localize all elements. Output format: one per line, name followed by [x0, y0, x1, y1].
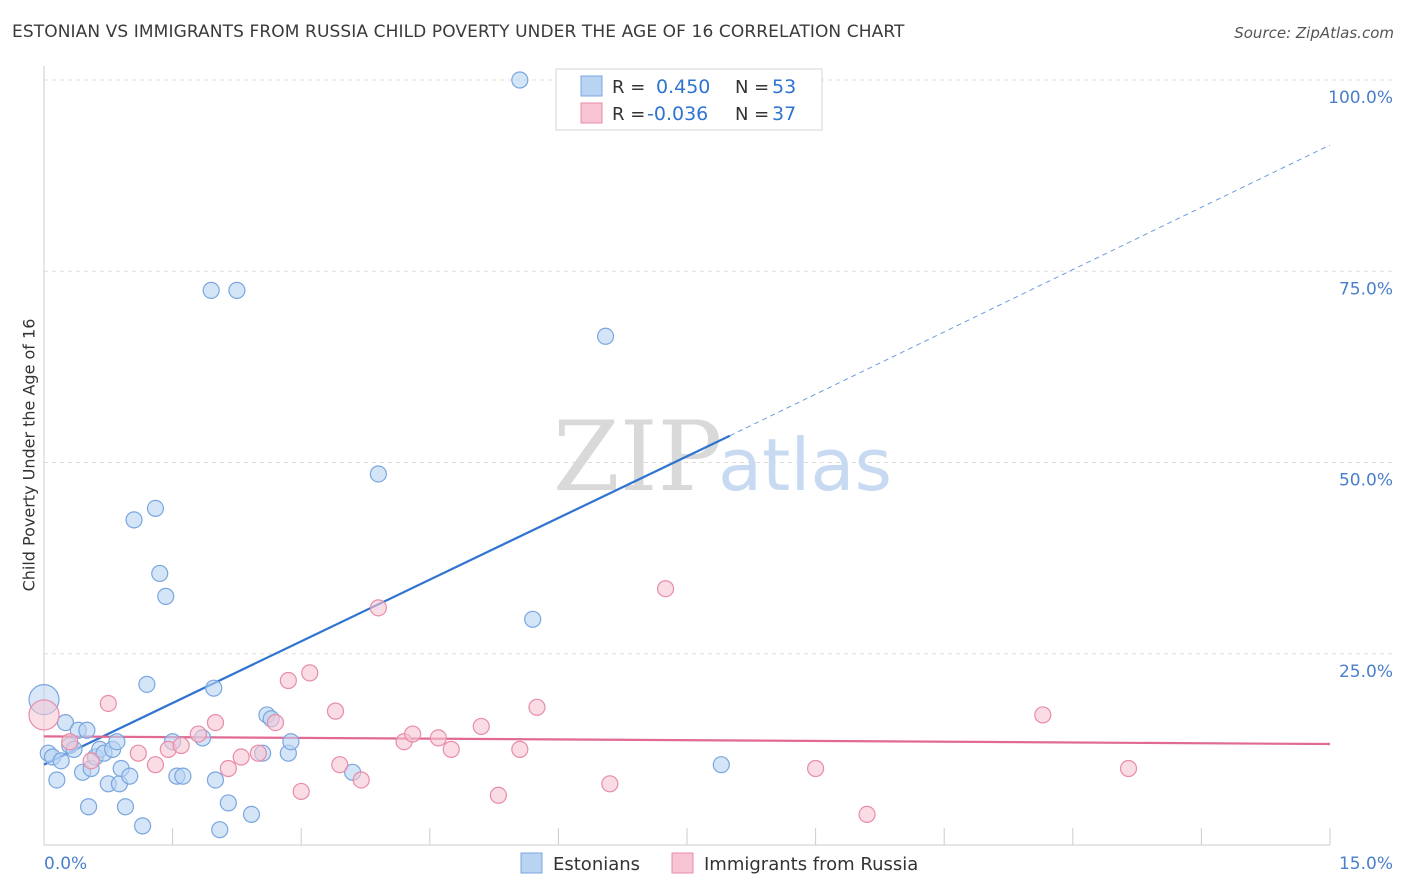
point-blue-49 — [596, 327, 615, 345]
point-pink-24 — [442, 740, 460, 758]
point-blue-33 — [202, 281, 220, 299]
point-blue-39 — [242, 805, 261, 824]
point-pink-17 — [326, 702, 345, 720]
point-pink-0 — [28, 699, 60, 731]
bottom-legend: Estonians Immigrants from Russia — [520, 852, 918, 875]
stats-n-label-1: N = — [735, 104, 769, 125]
point-pink-7 — [172, 736, 190, 755]
point-pink-11 — [232, 748, 250, 766]
point-blue-44 — [282, 733, 300, 751]
stats-r-label-0: R = — [612, 77, 645, 98]
point-pink-16 — [301, 664, 319, 682]
point-blue-4 — [52, 752, 70, 770]
trend-pink — [43, 735, 1331, 746]
point-blue-10 — [78, 721, 96, 739]
point-pink-1 — [61, 733, 79, 751]
legend-label-immigrants: Immigrants from Russia — [704, 854, 918, 875]
point-pink-34 — [1119, 759, 1138, 778]
stats-r-value-1: -0.036 — [647, 103, 708, 125]
point-blue-34 — [205, 679, 223, 697]
stats-swatch-estonians — [580, 75, 603, 97]
point-pink-13 — [266, 713, 285, 732]
watermark-atlas: atlas — [718, 423, 892, 507]
stats-r-value-0: 0.450 — [656, 76, 710, 98]
legend-swatch-immigrants — [671, 852, 694, 874]
tick-labels: 25.0% 50.0% 75.0% 100.0% 0.0% 15.0% — [44, 88, 1393, 874]
point-blue-18 — [108, 733, 126, 751]
point-blue-26 — [146, 499, 165, 517]
point-pink-2 — [82, 752, 100, 770]
point-blue-47 — [511, 71, 529, 89]
point-pink-4 — [129, 744, 147, 762]
point-pink-22 — [404, 725, 422, 743]
point-blue-48 — [524, 610, 542, 628]
y-tick-label-0: 25.0% — [1339, 662, 1393, 682]
watermark: ZIP atlas — [553, 401, 892, 513]
point-pink-12 — [249, 744, 267, 762]
point-pink-20 — [369, 599, 387, 617]
y-tick-label-2: 75.0% — [1339, 279, 1393, 299]
point-pink-19 — [352, 771, 370, 789]
point-blue-11 — [79, 798, 98, 816]
point-pink-30 — [656, 580, 675, 598]
point-pink-25 — [472, 717, 490, 736]
trend-blue — [43, 434, 731, 766]
chart-title: ESTONIAN VS IMMIGRANTS FROM RUSSIA CHILD… — [12, 22, 905, 42]
point-pink-26 — [489, 786, 507, 804]
point-pink-5 — [146, 756, 165, 774]
point-pink-28 — [528, 698, 546, 716]
point-blue-22 — [121, 767, 139, 785]
point-pink-10 — [219, 759, 237, 778]
stats-n-value-0: 53 — [772, 76, 796, 98]
point-pink-3 — [99, 694, 117, 713]
point-blue-25 — [138, 675, 156, 693]
point-blue-46 — [369, 465, 387, 483]
point-pink-14 — [279, 671, 297, 690]
point-blue-21 — [116, 798, 135, 816]
point-pink-27 — [511, 740, 529, 758]
point-blue-28 — [157, 587, 175, 605]
data-points — [28, 71, 1138, 839]
point-blue-36 — [211, 821, 229, 839]
point-blue-37 — [219, 794, 237, 812]
stats-n-value-1: 37 — [772, 103, 796, 125]
point-pink-29 — [601, 775, 619, 793]
stats-swatch-immigrants — [580, 102, 603, 124]
point-blue-50 — [712, 756, 730, 774]
legend-label-estonians: Estonians — [553, 854, 640, 875]
point-pink-18 — [331, 756, 349, 774]
point-blue-35 — [206, 771, 225, 789]
grid-lines — [44, 79, 1394, 655]
stats-legend: R = 0.450 N = 53 R = -0.036 N = 37 — [555, 68, 823, 131]
point-pink-9 — [206, 713, 225, 732]
watermark-zip: ZIP — [553, 401, 722, 513]
trend-lines — [43, 144, 1331, 766]
trend-extension-blue — [729, 144, 1331, 437]
point-pink-32 — [858, 805, 876, 824]
point-blue-27 — [151, 564, 169, 583]
x-tick-label-0: 0.0% — [44, 854, 87, 874]
point-pink-8 — [189, 725, 207, 743]
point-blue-38 — [228, 281, 246, 299]
stats-r-label-1: R = — [612, 104, 645, 125]
point-pink-31 — [806, 759, 825, 778]
point-pink-23 — [429, 729, 447, 747]
point-pink-33 — [1034, 706, 1052, 724]
point-blue-24 — [133, 817, 152, 835]
point-blue-23 — [125, 511, 143, 529]
legend-swatch-estonians — [520, 852, 543, 874]
point-blue-3 — [48, 771, 66, 789]
x-tick-label-1: 15.0% — [1339, 854, 1393, 874]
y-tick-label-3: 100.0% — [1328, 88, 1393, 108]
point-blue-31 — [174, 767, 192, 785]
point-pink-15 — [292, 782, 310, 801]
stats-n-label-0: N = — [735, 77, 769, 98]
y-tick-label-1: 50.0% — [1339, 471, 1393, 491]
source-label: Source: ZipAtlas.com — [1234, 24, 1394, 42]
